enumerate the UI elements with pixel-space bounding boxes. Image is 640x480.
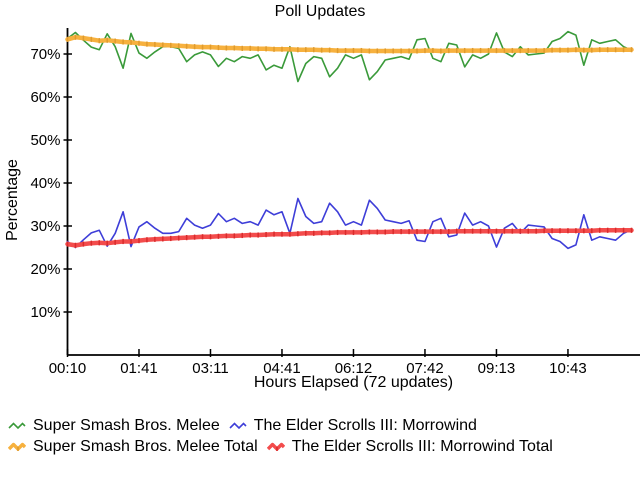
legend-row-2: Super Smash Bros. Melee Total The Elder …	[8, 436, 553, 457]
melee-total-line-icon	[8, 442, 26, 451]
y-axis-label: Percentage	[4, 159, 21, 241]
x-tick-label: 09:13	[478, 360, 516, 377]
plot-line-series-3	[65, 228, 634, 248]
legend-label-morrowind: The Elder Scrolls III: Morrowind	[253, 416, 477, 434]
legend-item-morrowind-total: The Elder Scrolls III: Morrowind Total	[266, 437, 553, 456]
legend-item-melee: Super Smash Bros. Melee	[8, 417, 220, 435]
morrowind-total-line-icon	[266, 442, 285, 451]
plot-line-series-2	[65, 34, 634, 54]
y-tick-label: 60%	[30, 89, 60, 106]
x-tick-label: 03:11	[192, 360, 228, 377]
legend: Super Smash Bros. Melee The Elder Scroll…	[8, 415, 553, 457]
x-tick-label: 10:43	[549, 360, 587, 377]
legend-label-melee-total: Super Smash Bros. Melee Total	[33, 437, 258, 455]
y-tick-label: 50%	[30, 132, 60, 149]
plot-line-series-0	[66, 30, 633, 83]
y-tick-label: 10%	[30, 304, 60, 321]
y-tick-label: 20%	[30, 261, 60, 278]
x-tick-label: 00:10	[49, 360, 87, 377]
morrowind-line-icon	[229, 422, 247, 430]
y-tick-label: 70%	[30, 46, 60, 63]
y-tick-label: 40%	[30, 175, 60, 192]
legend-label-melee: Super Smash Bros. Melee	[33, 416, 220, 434]
legend-label-morrowind-total: The Elder Scrolls III: Morrowind Total	[291, 437, 553, 455]
melee-line-icon	[8, 422, 26, 430]
x-tick-label: 07:42	[406, 360, 444, 377]
plot-line-series-1	[66, 197, 633, 250]
legend-row-1: Super Smash Bros. Melee The Elder Scroll…	[8, 415, 553, 436]
x-axis-label: Hours Elapsed (72 updates)	[253, 374, 454, 391]
legend-item-morrowind: The Elder Scrolls III: Morrowind	[229, 417, 477, 435]
x-tick-label: 04:41	[263, 360, 301, 377]
x-tick-label: 01:41	[120, 360, 158, 377]
x-tick-label: 06:12	[335, 360, 373, 377]
chart-title: Poll Updates	[274, 3, 366, 20]
y-tick-label: 30%	[30, 218, 60, 235]
legend-item-melee-total: Super Smash Bros. Melee Total	[8, 438, 258, 456]
